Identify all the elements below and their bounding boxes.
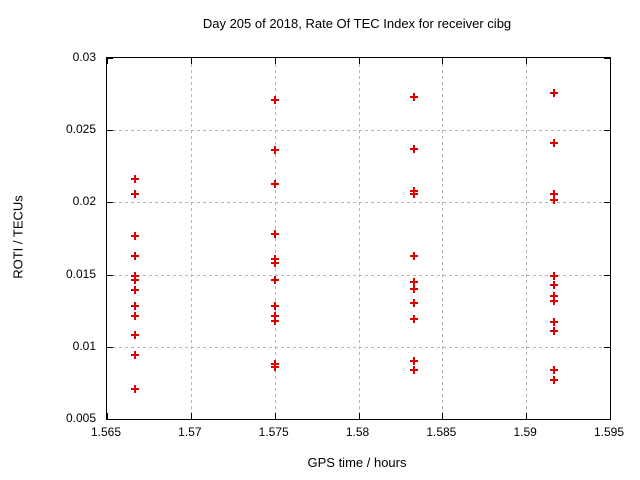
data-point [410, 299, 419, 308]
x-tick-mark [190, 58, 192, 64]
x-tick-label: 1.57 [178, 425, 202, 439]
x-tick-mark [442, 58, 444, 64]
data-point [270, 230, 279, 239]
data-point [550, 326, 559, 335]
data-point [550, 280, 559, 289]
x-gridline [526, 58, 528, 419]
y-tick-label: 0.025 [65, 122, 96, 137]
data-point [131, 351, 139, 360]
data-point [131, 286, 139, 295]
x-gridline [442, 58, 444, 419]
data-point [131, 251, 139, 260]
x-tick-mark [274, 58, 276, 64]
data-point [550, 365, 559, 374]
y-tick-mark [107, 274, 113, 276]
data-point [550, 88, 559, 97]
data-point [270, 363, 279, 372]
x-tick-mark [107, 58, 108, 64]
data-point [131, 231, 139, 240]
y-tick-mark [107, 346, 113, 348]
y-tick-mark [604, 130, 610, 132]
data-point [410, 251, 419, 260]
y-gridline [107, 130, 610, 132]
y-tick-label: 0.015 [65, 266, 96, 281]
data-point [270, 179, 279, 188]
data-point [550, 376, 559, 384]
data-point [410, 144, 419, 153]
y-tick-mark [604, 58, 610, 59]
y-tick-mark [604, 274, 610, 276]
x-tick-mark [610, 58, 611, 64]
data-point [270, 312, 279, 321]
data-point [270, 276, 279, 285]
data-point [410, 277, 419, 286]
data-point [550, 189, 559, 198]
data-point [410, 92, 419, 101]
y-tick-label: 0.02 [72, 194, 96, 209]
data-point [550, 292, 559, 301]
data-point [410, 285, 419, 294]
data-point [270, 259, 279, 268]
x-tick-label: 1.575 [258, 425, 289, 439]
y-tick-mark [604, 419, 610, 420]
data-point [131, 276, 139, 285]
x-tick-label: 1.565 [90, 425, 122, 439]
x-tick-mark [274, 413, 276, 419]
y-tick-label: 0.01 [72, 338, 96, 353]
x-tick-mark [358, 413, 360, 419]
data-point [131, 175, 139, 184]
data-point [410, 357, 419, 366]
x-tick-mark [610, 413, 611, 419]
x-tick-mark [358, 58, 360, 64]
y-tick-mark [107, 58, 113, 59]
data-point [410, 365, 419, 374]
y-tick-mark [107, 130, 113, 132]
y-tick-mark [107, 202, 113, 204]
data-point [131, 331, 139, 340]
y-tick-mark [107, 419, 113, 420]
x-gridline [190, 58, 192, 419]
y-gridline [107, 202, 610, 204]
x-tick-mark [526, 58, 528, 64]
x-tick-label: 1.59 [513, 425, 537, 439]
data-point [131, 272, 139, 281]
x-axis-label: GPS time / hours [307, 455, 407, 470]
x-tick-label: 1.585 [426, 425, 457, 439]
data-point [270, 316, 279, 325]
data-point [270, 302, 279, 311]
x-tick-mark [442, 413, 444, 419]
data-point [131, 384, 139, 393]
y-gridline [107, 346, 610, 348]
data-point [550, 272, 559, 281]
data-point [131, 312, 139, 321]
x-tick-mark [526, 413, 528, 419]
data-point [270, 95, 279, 104]
data-point [550, 195, 559, 204]
data-point [131, 189, 139, 198]
data-point [131, 302, 139, 311]
x-tick-mark [190, 413, 192, 419]
data-point [410, 315, 419, 324]
x-gridline [358, 58, 360, 419]
data-point [550, 296, 559, 305]
x-gridline [274, 58, 276, 419]
x-tick-label: 1.595 [593, 425, 625, 439]
y-tick-mark [604, 346, 610, 348]
data-point [270, 254, 279, 263]
x-tick-mark [107, 413, 108, 419]
data-point [270, 146, 279, 155]
y-gridline [107, 274, 610, 276]
plot-area [106, 57, 611, 420]
chart-title: Day 205 of 2018, Rate Of TEC Index for r… [202, 16, 512, 31]
data-point [550, 318, 559, 327]
y-tick-mark [604, 202, 610, 204]
data-point [410, 189, 419, 198]
data-point [550, 139, 559, 148]
y-tick-label: 0.03 [72, 50, 96, 64]
y-tick-label: 0.005 [65, 411, 96, 425]
x-tick-label: 1.58 [345, 425, 370, 439]
